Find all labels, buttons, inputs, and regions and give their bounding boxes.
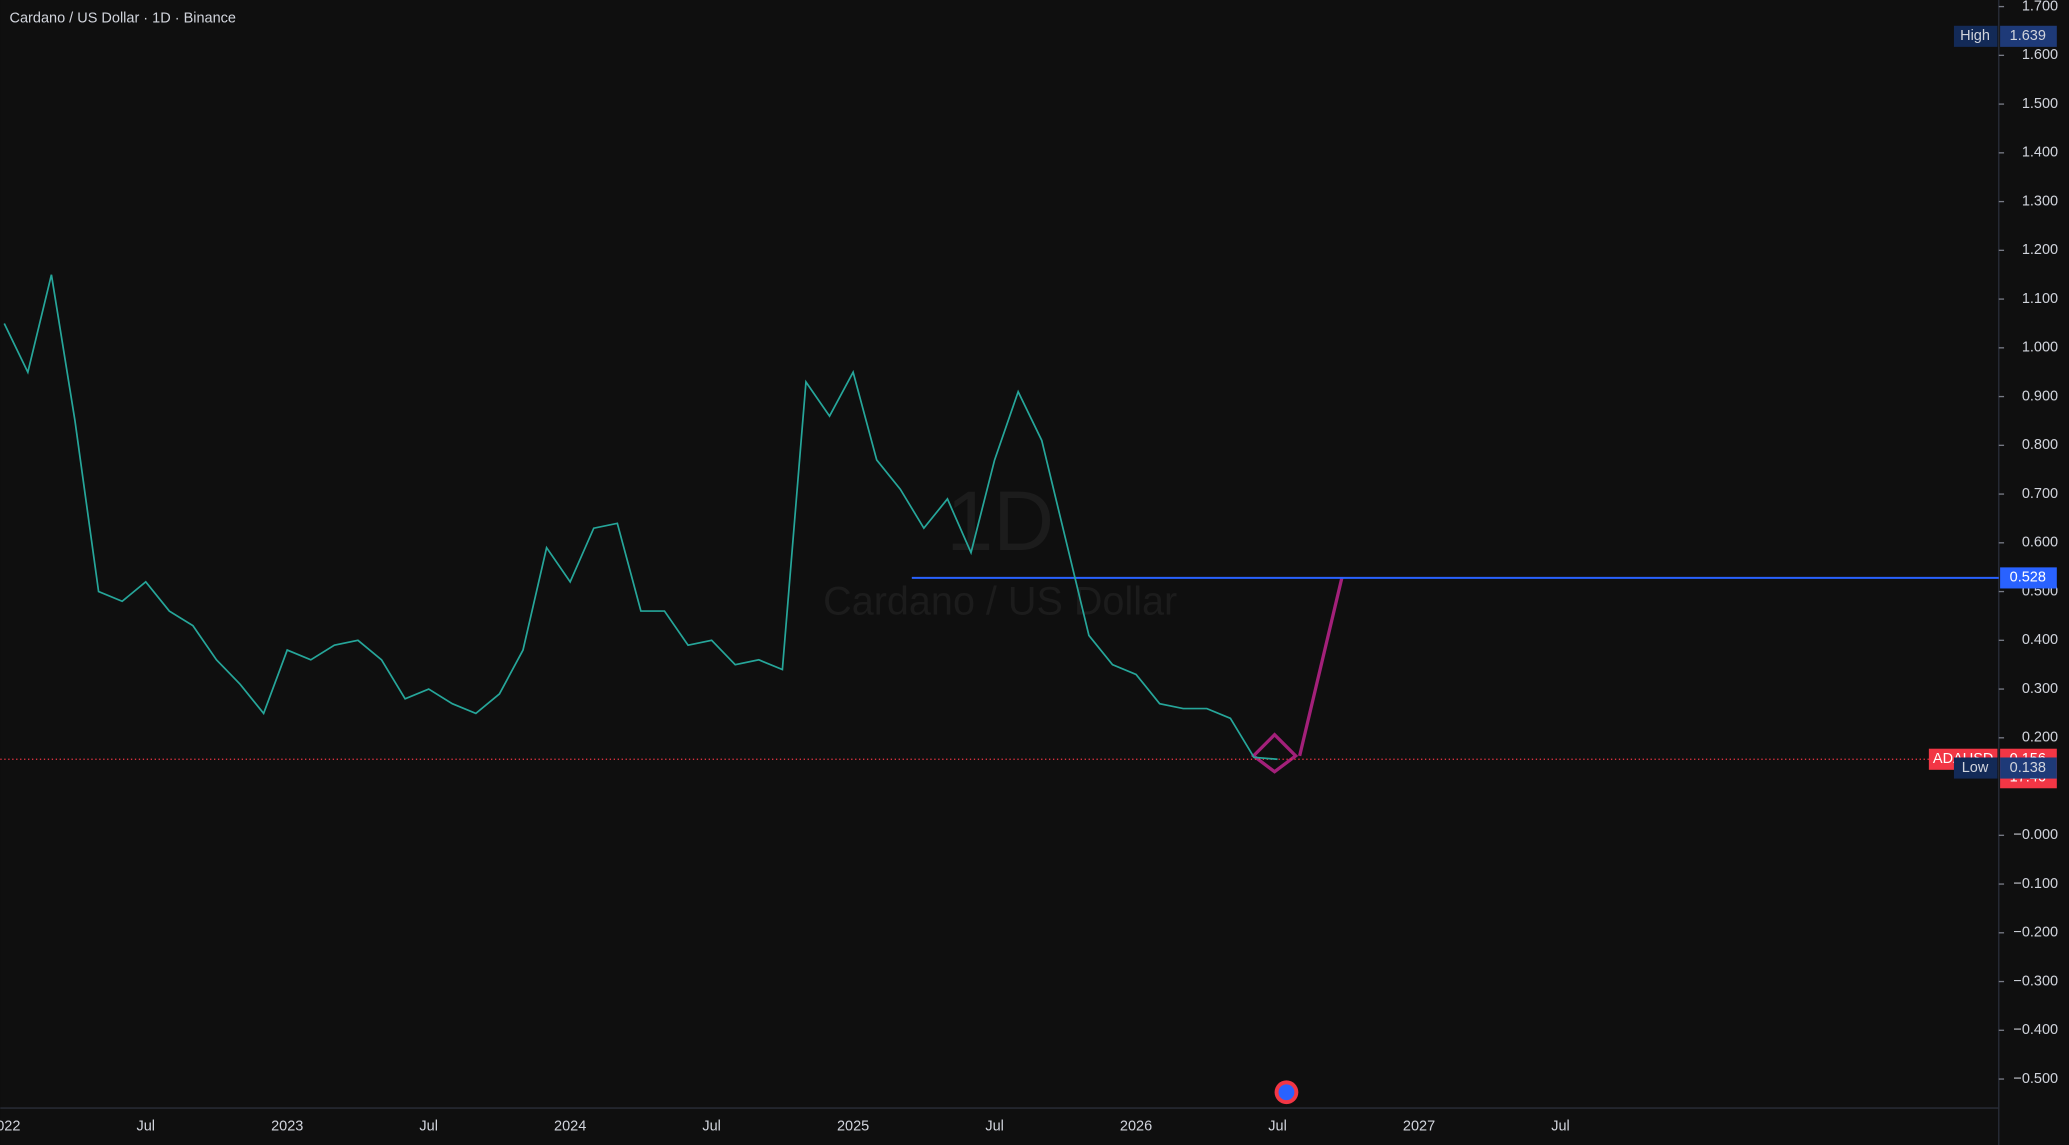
y-tick-label: 1.100 (2022, 291, 2058, 307)
x-tick-label: Jul (1551, 1118, 1570, 1134)
x-tick-label: 2026 (1120, 1118, 1152, 1134)
low-value: 0.138 (2010, 760, 2046, 776)
high-name-badge (1953, 25, 1998, 47)
y-tick-label: 0.700 (2022, 486, 2058, 502)
y-tick-label: 0.200 (2022, 730, 2058, 746)
high-value: 1.639 (2010, 28, 2046, 44)
watermark-subtitle: Cardano / US Dollar (823, 580, 1177, 624)
y-tick-label: 1.400 (2022, 145, 2058, 161)
x-tick-label: Jul (985, 1118, 1004, 1134)
level-badge (2000, 567, 2057, 589)
y-tick-label: 1.600 (2022, 47, 2058, 63)
y-tick-label: 1.000 (2022, 340, 2058, 356)
high-badge (2000, 25, 2057, 47)
y-tick-label: 0.400 (2022, 632, 2058, 648)
x-tick-label: 2022 (0, 1118, 20, 1134)
chart-title: Cardano / US Dollar · 1D · Binance (10, 10, 236, 26)
low-name-badge (1953, 757, 1998, 779)
projection-line (1298, 577, 1344, 757)
x-tick-label: Jul (1268, 1118, 1287, 1134)
low-name: Low (1962, 760, 1989, 776)
y-tick-label: 1.300 (2022, 193, 2058, 209)
projection-drawing (1250, 577, 1344, 774)
y-tick-label: 1.500 (2022, 96, 2058, 112)
y-tick-label: 0.800 (2022, 437, 2058, 453)
y-tick-label: 1.700 (2022, 0, 2058, 14)
y-tick-label: −0.500 (2013, 1071, 2058, 1087)
x-tick-label: 2023 (271, 1118, 303, 1134)
y-tick-label: −0.100 (2013, 876, 2058, 892)
y-tick-label: 0.300 (2022, 681, 2058, 697)
y-tick-label: 1.200 (2022, 242, 2058, 258)
y-tick-label: 0.900 (2022, 388, 2058, 404)
high-name: High (1960, 28, 1990, 44)
x-tick-label: Jul (419, 1118, 438, 1134)
watermark: 1D (946, 474, 1054, 568)
diamond (1250, 732, 1299, 774)
low-badge (2000, 757, 2057, 779)
event-icon-inner (1278, 1084, 1295, 1101)
y-tick-label: −0.000 (2013, 827, 2058, 843)
x-tick-label: Jul (136, 1118, 155, 1134)
y-tick-label: 0.600 (2022, 535, 2058, 551)
y-tick-label: −0.400 (2013, 1022, 2058, 1038)
x-tick-label: 2025 (837, 1118, 869, 1134)
x-tick-label: 2027 (1403, 1118, 1435, 1134)
level-label: 0.528 (2010, 570, 2046, 586)
y-tick-label: −0.300 (2013, 973, 2058, 989)
price-line (3, 274, 1278, 761)
x-tick-label: 2024 (554, 1118, 586, 1134)
x-tick-label: Jul (702, 1118, 721, 1134)
y-tick-label: −0.200 (2013, 925, 2058, 941)
